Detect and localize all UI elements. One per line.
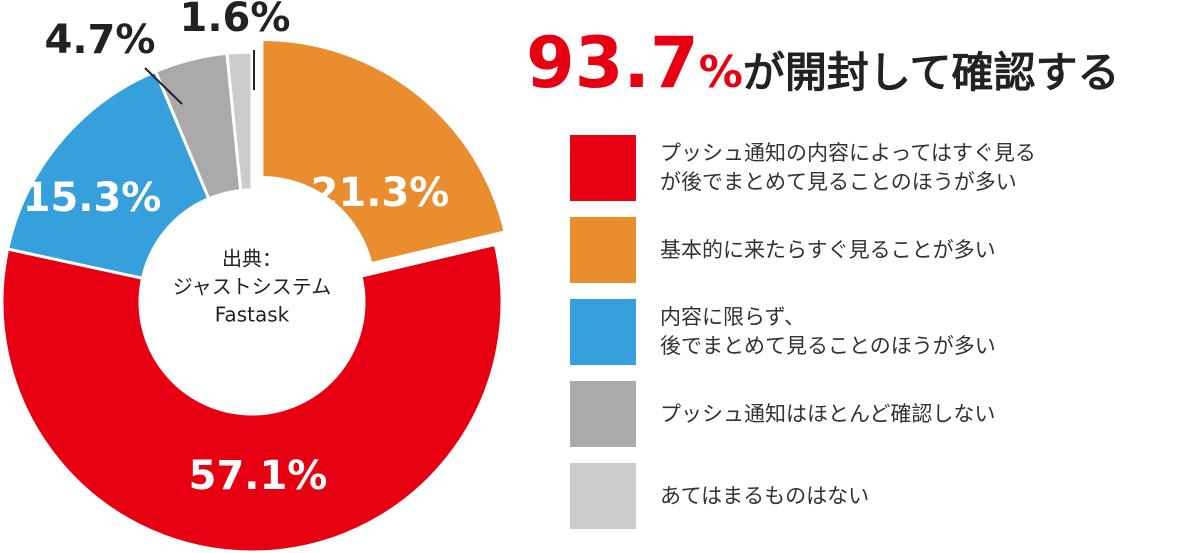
leader-line bbox=[144, 67, 183, 105]
legend-swatch bbox=[570, 299, 636, 365]
legend-item: あてはまるものはない bbox=[570, 463, 1036, 529]
title-text: が開封して確認する bbox=[742, 48, 1120, 97]
title-value: 93.7 bbox=[526, 22, 699, 104]
donut-segment bbox=[5, 69, 211, 281]
legend-swatch bbox=[570, 381, 636, 447]
title-unit: % bbox=[698, 47, 743, 98]
legend-label: 内容に限らず、 後でまとめて見ることのほうが多い bbox=[660, 305, 996, 358]
donut-segment bbox=[0, 242, 504, 553]
value-label: 21.3% bbox=[311, 170, 450, 216]
legend-item: 内容に限らず、 後でまとめて見ることのほうが多い bbox=[570, 299, 1036, 365]
legend-label: プッシュ通知はほとんど確認しない bbox=[660, 401, 996, 426]
value-label: 1.6% bbox=[180, 0, 291, 41]
legend-item: プッシュ通知の内容によってはすぐ見る が後でまとめて見ることのほうが多い bbox=[570, 135, 1036, 201]
legend-label: プッシュ通知の内容によってはすぐ見る が後でまとめて見ることのほうが多い bbox=[660, 141, 1036, 194]
legend: プッシュ通知の内容によってはすぐ見る が後でまとめて見ることのほうが多い基本的に… bbox=[570, 135, 1036, 545]
source-note: Fastask bbox=[215, 303, 290, 327]
legend-item: プッシュ通知はほとんど確認しない bbox=[570, 381, 1036, 447]
legend-swatch bbox=[570, 463, 636, 529]
legend-swatch bbox=[570, 135, 636, 201]
legend-item: 基本的に来たらすぐ見ることが多い bbox=[570, 217, 1036, 283]
donut-segment bbox=[225, 50, 254, 193]
source-note: 出典： bbox=[222, 247, 282, 271]
value-label: 15.3% bbox=[23, 175, 162, 221]
donut-segment bbox=[260, 37, 508, 266]
value-label: 57.1% bbox=[189, 453, 328, 499]
source-note: ジャストシステム bbox=[173, 275, 331, 299]
chart-title: 93.7%が開封して確認する bbox=[526, 22, 1120, 104]
legend-label: 基本的に来たらすぐ見ることが多い bbox=[660, 237, 996, 262]
legend-label: あてはまるものはない bbox=[660, 483, 870, 508]
legend-swatch bbox=[570, 217, 636, 283]
value-label: 4.7% bbox=[45, 17, 156, 63]
